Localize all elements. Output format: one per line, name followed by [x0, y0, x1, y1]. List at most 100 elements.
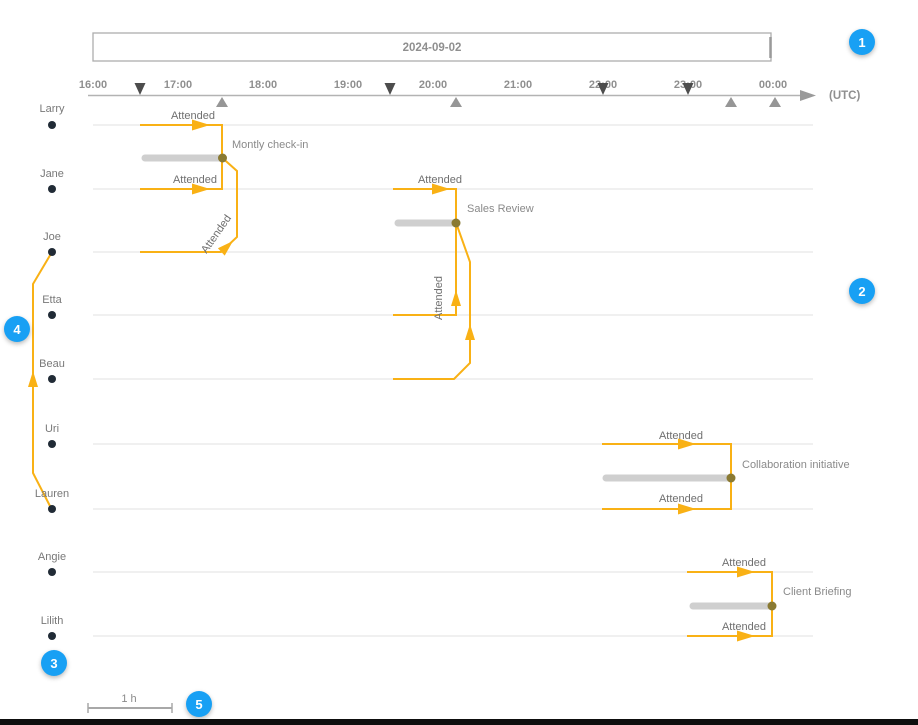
annotation-marker-4[interactable]: 4: [4, 316, 30, 342]
date-label: 2024-09-02: [403, 42, 462, 54]
link-arrow-icon: [192, 183, 210, 195]
event-label: Client Briefing: [783, 586, 851, 598]
annotation-number: 3: [50, 655, 58, 671]
events: Montly check-in Sales Review Collaborati…: [141, 139, 851, 611]
event-time-marker-icon: [450, 97, 462, 107]
event-collaboration-initiative[interactable]: Collaboration initiative: [602, 459, 850, 483]
event-sales-review[interactable]: Sales Review: [394, 203, 534, 228]
link-label: Attended: [173, 174, 217, 186]
entity-link-arrow-icon: [28, 371, 38, 387]
entity-dot[interactable]: [48, 505, 56, 513]
link-label: Attended: [659, 430, 703, 442]
axis-unit-label: (UTC): [829, 90, 860, 102]
event-start-marker-icon: [597, 83, 609, 95]
event-client-briefing[interactable]: Client Briefing: [689, 586, 851, 611]
links-montly-check-in: Attended Attended Attended: [140, 110, 238, 256]
axis-tick: 21:00: [504, 79, 532, 91]
event-label: Sales Review: [467, 203, 534, 215]
entity-label: Jane: [40, 168, 64, 180]
entity-label: Lilith: [41, 615, 64, 627]
annotation-marker-1[interactable]: 1: [849, 29, 875, 55]
event-start-marker-icon: [682, 83, 694, 95]
entity-dot[interactable]: [48, 632, 56, 640]
link-arrow-icon: [192, 119, 210, 131]
entity-link-joe-lauren: [28, 251, 53, 509]
event-node[interactable]: [451, 218, 461, 228]
link-label: Attended: [418, 174, 462, 186]
annotation-number: 4: [13, 321, 21, 337]
link-arrow-icon: [217, 241, 233, 256]
links-sales-review: Attended Attended: [393, 174, 475, 380]
entity-jane[interactable]: Jane: [40, 168, 64, 193]
link-label-rotated: Attended: [199, 213, 234, 256]
link-label: Attended: [722, 557, 766, 569]
axis-tick: 00:00: [759, 79, 787, 91]
event-time-marker-icon: [725, 97, 737, 107]
link-arrow-icon: [678, 503, 696, 515]
annotation-marker-3[interactable]: 3: [41, 650, 67, 676]
event-time-marker-icon: [769, 97, 781, 107]
entity-row-lines: [93, 124, 813, 637]
event-node[interactable]: [218, 153, 227, 163]
link-arrow-icon: [432, 183, 450, 195]
link-label: Attended: [171, 110, 215, 122]
entity-larry[interactable]: Larry: [39, 103, 65, 129]
entity-uri[interactable]: Uri: [45, 423, 59, 448]
link-arrow-icon: [737, 630, 755, 642]
annotation-marker-2[interactable]: 2: [849, 278, 875, 304]
entity-dot[interactable]: [48, 440, 56, 448]
entity-label: Angie: [38, 551, 66, 563]
axis-arrow-icon: [800, 90, 816, 101]
link-arrow-icon: [737, 566, 755, 578]
link-arrow-icon: [451, 290, 461, 306]
links-client-briefing: Attended Attended: [687, 557, 773, 642]
time-axis: 16:00 17:00 18:00 19:00 20:00 21:00 22:0…: [79, 79, 860, 107]
annotation-number: 1: [858, 34, 866, 50]
entity-dot[interactable]: [48, 121, 56, 129]
annotation-number: 2: [858, 283, 866, 299]
axis-tick: 18:00: [249, 79, 277, 91]
entity-label: Beau: [39, 358, 65, 370]
scale-legend: 1 h: [87, 693, 173, 713]
event-node[interactable]: [767, 601, 777, 611]
annotation-number: 5: [195, 696, 203, 712]
link-arrow-icon: [465, 324, 475, 340]
event-label: Collaboration initiative: [742, 459, 850, 471]
entity-dot[interactable]: [48, 185, 56, 193]
event-montly-check-in[interactable]: Montly check-in: [141, 139, 308, 163]
date-range-bar[interactable]: 2024-09-02: [92, 32, 772, 62]
entity-dot[interactable]: [48, 248, 56, 256]
axis-tick: 17:00: [164, 79, 192, 91]
entity-lauren[interactable]: Lauren: [35, 488, 69, 513]
entity-label: Etta: [42, 294, 62, 306]
event-label: Montly check-in: [232, 139, 308, 151]
event-start-marker-icon: [384, 83, 396, 95]
axis-tick: 20:00: [419, 79, 447, 91]
entity-label: Larry: [39, 103, 65, 115]
entity-etta[interactable]: Etta: [42, 294, 63, 319]
entity-joe[interactable]: Joe: [43, 231, 61, 256]
entity-dot[interactable]: [48, 375, 56, 383]
entity-beau[interactable]: Beau: [39, 358, 65, 383]
entity-label: Uri: [45, 423, 59, 435]
event-node[interactable]: [726, 473, 736, 483]
event-time-marker-icon: [216, 97, 228, 107]
entity-dot[interactable]: [48, 311, 56, 319]
link-arrow-icon: [678, 438, 696, 450]
axis-tick: 19:00: [334, 79, 362, 91]
bottom-divider: [0, 719, 918, 725]
axis-tick: 16:00: [79, 79, 107, 91]
links-collaboration-initiative: Attended Attended: [602, 430, 732, 515]
link-label: Attended: [722, 621, 766, 633]
entity-label: Joe: [43, 231, 61, 243]
scale-legend-label: 1 h: [121, 693, 136, 705]
entity-lilith[interactable]: Lilith: [41, 615, 64, 640]
entity-dot[interactable]: [48, 568, 56, 576]
entity-label: Lauren: [35, 488, 69, 500]
link-label-rotated: Attended: [433, 276, 445, 320]
annotation-marker-5[interactable]: 5: [186, 691, 212, 717]
entities: Larry Jane Joe Etta Beau Uri Lauren Ang: [35, 103, 69, 640]
entity-angie[interactable]: Angie: [38, 551, 66, 576]
